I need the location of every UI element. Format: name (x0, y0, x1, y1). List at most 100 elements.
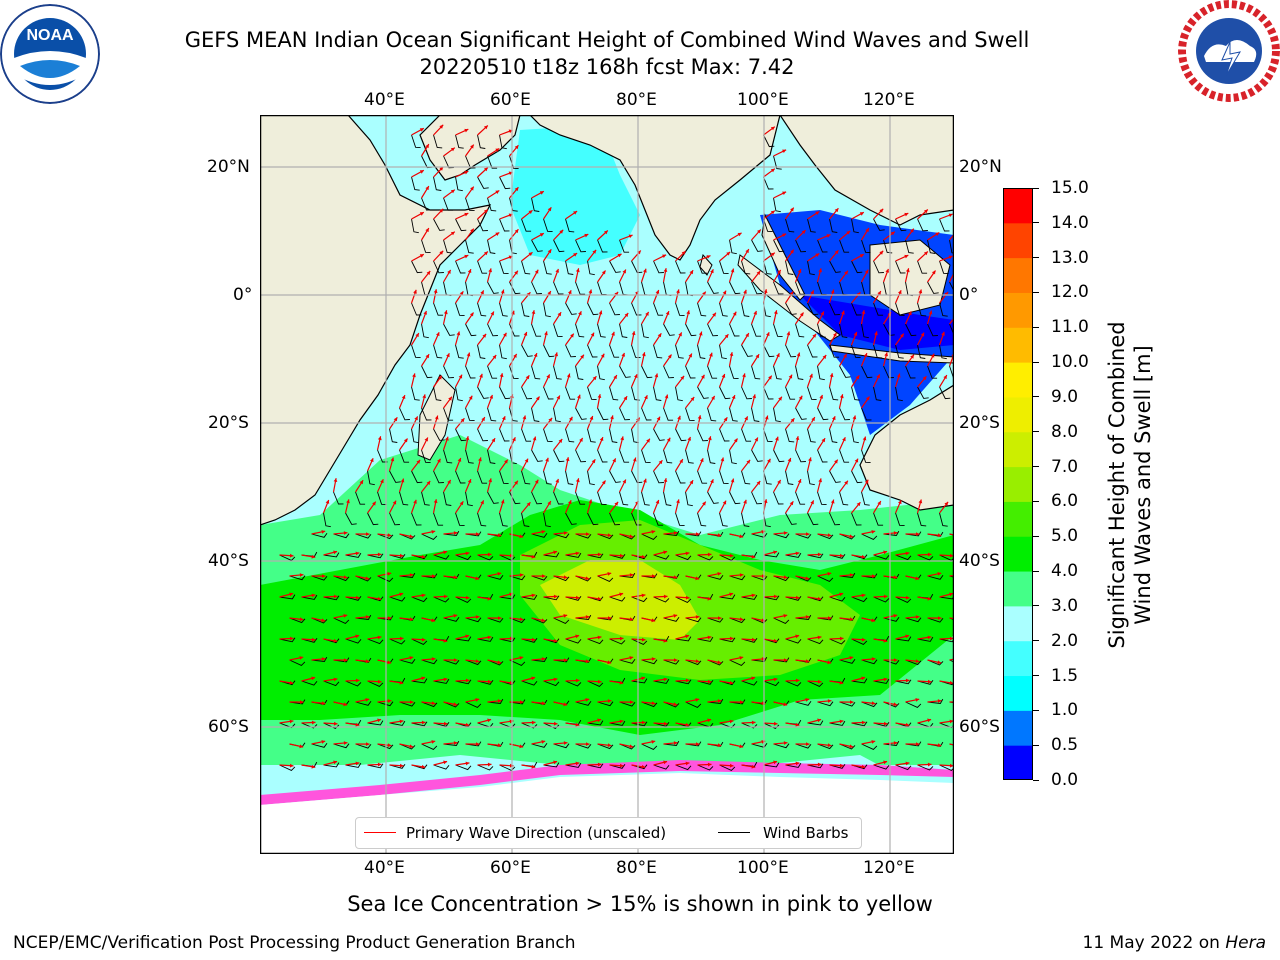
wind-barb (355, 575, 372, 582)
wave-direction-arrowhead (628, 234, 633, 239)
wave-direction-arrowhead (724, 334, 729, 339)
wind-barb (509, 323, 520, 337)
wave-direction-arrowhead (377, 762, 382, 767)
wind-barb (729, 449, 737, 465)
wave-direction-arrowhead (937, 572, 942, 576)
wind-barb (609, 428, 618, 443)
wind-barb (839, 365, 851, 378)
colorbar-tick-mark (1033, 675, 1039, 677)
wave-direction-arrowhead (399, 592, 404, 597)
wave-direction-arrowhead (883, 721, 888, 726)
wave-direction-arrowhead (355, 722, 360, 727)
wave-direction-arrowhead (470, 228, 474, 233)
legend-swatch-wave-direction (364, 832, 396, 833)
wave-direction-arrowhead (717, 572, 722, 576)
wind-barb (411, 678, 428, 684)
wind-barb (949, 281, 954, 292)
wave-direction-arrowhead (861, 554, 866, 559)
wave-direction-arrowhead (697, 415, 702, 420)
wave-direction-arrowhead (729, 553, 734, 558)
wind-barb (531, 323, 542, 337)
wind-barb (575, 700, 592, 706)
lon-label-bottom-80e: 80°E (616, 858, 657, 878)
wave-direction-arrowhead (702, 501, 706, 506)
wave-direction-arrowhead (610, 415, 614, 420)
wave-direction-arrowhead (834, 459, 838, 464)
wave-direction-arrowhead (918, 289, 923, 294)
wave-direction-arrowhead (930, 353, 935, 358)
wave-direction-arrowhead (817, 679, 822, 684)
wind-barb (917, 386, 929, 399)
wind-barb (697, 386, 709, 399)
wind-barb (531, 239, 543, 252)
wave-direction-arrowhead (905, 551, 910, 556)
wind-barb (851, 386, 860, 401)
wind-barb (301, 722, 318, 729)
wave-direction-arrow (949, 743, 954, 746)
wind-barb (311, 656, 328, 662)
wind-barb (455, 512, 465, 527)
wave-direction-arrowhead (663, 677, 668, 682)
wave-direction-arrowhead (548, 417, 553, 422)
wave-direction-arrowhead (390, 457, 395, 462)
wave-direction-arrowhead (937, 660, 942, 665)
wind-barb (795, 491, 806, 505)
wind-barb (477, 260, 488, 274)
wave-direction-arrowhead (519, 534, 524, 539)
wave-direction-arrowhead (879, 250, 884, 255)
wind-barb (905, 239, 914, 254)
wave-direction-arrowhead (883, 594, 888, 599)
wave-direction-arrowhead (399, 636, 404, 641)
wind-barb (487, 449, 496, 464)
wind-barb (531, 491, 542, 505)
colorbar-tick-label: 15.0 (1051, 178, 1089, 198)
wind-barb (443, 740, 460, 746)
wave-direction-arrowhead (458, 374, 463, 379)
map-frame (259, 114, 955, 855)
wind-barb (565, 302, 577, 315)
wind-barb (377, 491, 387, 506)
wind-barb (829, 470, 841, 483)
wave-direction-arrowhead (414, 416, 418, 421)
wave-direction-arrowhead (717, 533, 722, 538)
wind-barb (389, 512, 400, 526)
wave-direction-arrowhead (465, 761, 470, 766)
lat-label-right-40s: 40°S (959, 551, 1000, 571)
wave-direction-arrowhead (588, 289, 593, 294)
wave-direction-arrowhead (311, 676, 316, 681)
wind-barb (641, 323, 649, 339)
colorbar-segment (1003, 745, 1033, 781)
wind-barb (565, 680, 582, 687)
wind-barb (839, 533, 856, 540)
wave-direction-arrowhead (754, 437, 758, 442)
wind-barb (817, 323, 826, 338)
wave-direction-arrowhead (436, 332, 440, 337)
wave-direction-arrowhead (676, 499, 680, 504)
wave-direction-arrowhead (663, 760, 668, 765)
wind-barb (861, 659, 878, 665)
wind-barb (653, 428, 665, 441)
wind-barb (609, 512, 620, 526)
colorbar-segment (1003, 466, 1033, 502)
wind-barb (741, 428, 752, 442)
wind-barb (785, 386, 796, 400)
wind-barb (631, 721, 648, 727)
colorbar-tick-mark (1033, 535, 1039, 537)
wind-barb (411, 386, 420, 401)
wind-barb (883, 365, 894, 379)
colorbar-segment (1003, 536, 1033, 572)
wave-direction-arrowhead (585, 576, 590, 581)
wind-barb (465, 659, 482, 666)
wave-direction-arrowhead (300, 700, 304, 704)
wind-barb (751, 323, 762, 337)
wind-barb (883, 659, 900, 665)
wind-barb (719, 386, 731, 400)
wind-barb (411, 512, 422, 526)
wave-direction-arrowhead (773, 594, 778, 599)
wave-direction-arrowhead (839, 719, 844, 724)
wind-barb (553, 657, 570, 663)
wave-direction-arrowhead (343, 614, 348, 618)
wave-direction-arrowhead (289, 592, 294, 597)
wind-barb (323, 512, 331, 528)
wind-barb (565, 552, 582, 558)
